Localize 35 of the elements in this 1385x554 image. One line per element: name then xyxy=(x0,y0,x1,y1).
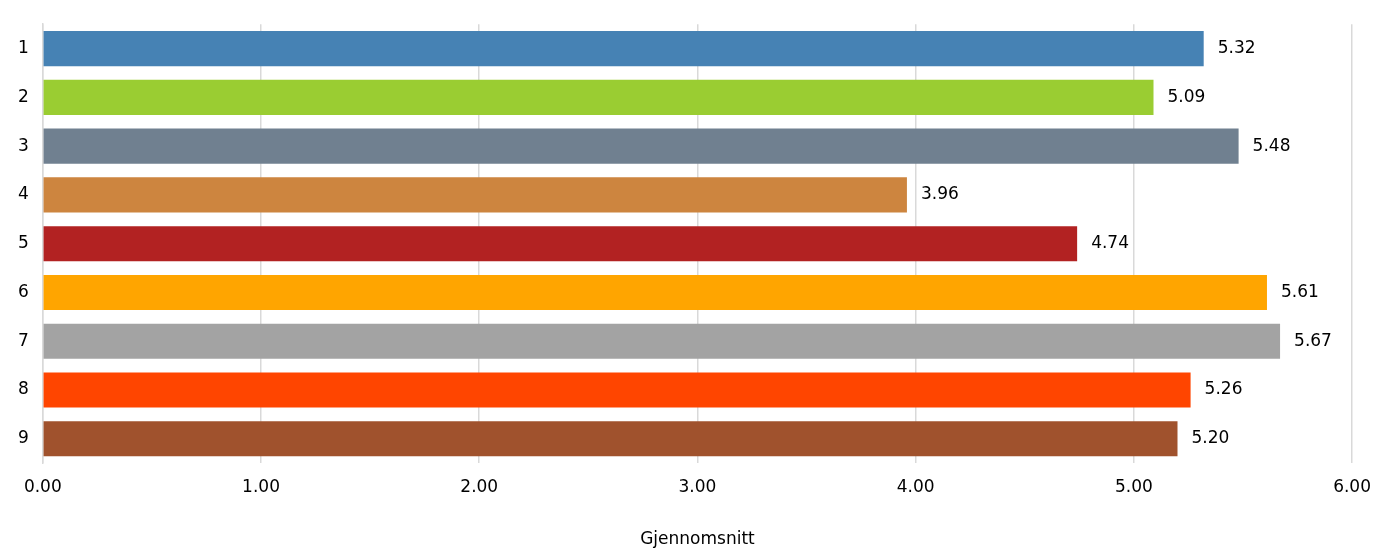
bar xyxy=(43,177,907,213)
y-tick-label: 9 xyxy=(17,427,29,448)
data-label: 5.48 xyxy=(1252,134,1291,155)
x-tick-label: 5.00 xyxy=(1114,475,1153,496)
x-tick-label: 3.00 xyxy=(678,475,717,496)
data-label: 3.96 xyxy=(920,183,959,204)
x-tick-label: 1.00 xyxy=(242,475,280,496)
bar xyxy=(43,79,1154,115)
y-tick-label: 5 xyxy=(17,232,29,253)
x-tick-label: 4.00 xyxy=(896,475,935,496)
y-tick-label: 6 xyxy=(17,280,29,301)
y-tick-label: 4 xyxy=(17,183,29,204)
bar xyxy=(43,372,1191,408)
data-label: 5.32 xyxy=(1217,37,1256,58)
data-label: 5.61 xyxy=(1280,280,1319,301)
y-tick-label: 2 xyxy=(17,85,29,106)
y-tick-label: 1 xyxy=(17,37,29,58)
data-label: 5.67 xyxy=(1294,329,1332,350)
bar xyxy=(43,226,1078,262)
bar xyxy=(43,323,1281,359)
x-tick-label: 6.00 xyxy=(1333,475,1371,496)
bar xyxy=(43,128,1239,164)
y-tick-label: 3 xyxy=(17,134,29,155)
y-tick-label: 8 xyxy=(17,378,29,399)
y-tick-label: 7 xyxy=(17,329,29,350)
x-tick-label: 0.00 xyxy=(23,475,62,496)
x-tick-label: 2.00 xyxy=(460,475,499,496)
data-label: 5.09 xyxy=(1167,85,1206,106)
data-label: 5.26 xyxy=(1204,378,1243,399)
bar xyxy=(43,421,1178,457)
bar xyxy=(43,274,1267,311)
x-axis-title: Gjennomsnitt xyxy=(640,528,756,549)
bar xyxy=(43,31,1204,67)
data-label: 4.74 xyxy=(1091,232,1129,253)
data-label: 5.20 xyxy=(1191,427,1230,448)
